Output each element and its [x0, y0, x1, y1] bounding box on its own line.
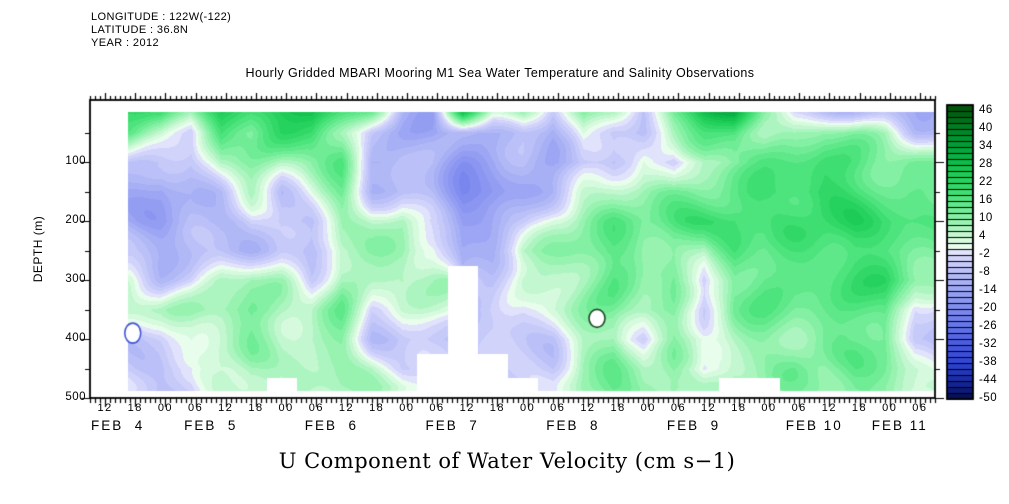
x-hour-tick-label: 12	[821, 402, 837, 414]
x-hour-tick-label: 00	[761, 402, 777, 414]
x-hour-tick-label: 12	[338, 402, 355, 414]
x-hour-tick-label: 18	[248, 402, 264, 414]
x-date-label: FEB 4	[91, 418, 145, 433]
header-latitude: LATITUDE : 36.8N	[91, 24, 189, 36]
colorbar-label: -2	[979, 248, 991, 260]
colorbar-label: -44	[979, 374, 998, 386]
y-tick-label: 500	[65, 391, 86, 403]
colorbar-label: -26	[979, 320, 998, 332]
x-date-label: FEB 11	[871, 418, 928, 433]
x-hour-tick-label: 18	[851, 402, 868, 414]
x-hour-tick-label: 06	[550, 402, 566, 414]
x-hour-tick-label: 12	[459, 402, 475, 414]
x-date-label: FEB 9	[666, 418, 721, 433]
colorbar-label: 40	[979, 122, 993, 134]
x-hour-tick-label: 18	[369, 402, 385, 414]
x-hour-tick-label: 06	[670, 402, 687, 414]
x-hour-tick-label: 00	[399, 402, 415, 414]
x-date-label: FEB 7	[425, 418, 479, 433]
x-hour-tick-label: 06	[791, 402, 807, 414]
colorbar-label: -8	[979, 266, 991, 278]
y-tick-label: 200	[65, 214, 86, 226]
x-hour-tick-label: 00	[640, 402, 656, 414]
colorbar-label: -32	[979, 338, 998, 350]
x-hour-tick-label: 18	[731, 402, 747, 414]
x-axis-variable-title: U Component of Water Velocity (cm s−1)	[278, 449, 736, 473]
header-year: YEAR : 2012	[91, 37, 159, 49]
y-axis-title: DEPTH (m)	[31, 215, 45, 283]
colorbar-label: -20	[979, 302, 998, 314]
colorbar-label: 46	[979, 104, 993, 116]
x-hour-tick-label: 06	[429, 402, 445, 414]
x-date-label: FEB 8	[546, 418, 600, 433]
x-hour-tick-label: 00	[519, 402, 536, 414]
x-hour-tick-label: 12	[97, 402, 113, 414]
colorbar-label: 4	[979, 230, 986, 242]
colorbar-label: -50	[979, 392, 998, 404]
x-hour-tick-label: 00	[157, 402, 174, 414]
x-date-label: FEB 10	[785, 418, 843, 433]
colorbar-label: 16	[979, 194, 993, 206]
y-tick-label: 300	[65, 273, 86, 285]
x-hour-tick-label: 12	[580, 402, 596, 414]
x-hour-tick-label: 00	[882, 402, 898, 414]
colorbar-label: 22	[979, 176, 993, 188]
x-hour-tick-label: 12	[218, 402, 234, 414]
colorbar-label: 28	[979, 158, 993, 170]
header-longitude: LONGITUDE : 122W(-122)	[91, 11, 232, 23]
x-date-label: FEB 5	[184, 418, 238, 433]
colorbar-label: -14	[979, 284, 998, 296]
x-date-label: FEB 6	[304, 418, 359, 433]
plot-title: Hourly Gridded MBARI Mooring M1 Sea Wate…	[245, 66, 755, 80]
colorbar-label: -38	[979, 356, 998, 368]
x-hour-tick-label: 18	[127, 402, 143, 414]
x-hour-tick-label: 18	[610, 402, 626, 414]
x-hour-tick-label: 06	[308, 402, 324, 414]
colorbar-label: 34	[979, 140, 993, 152]
y-tick-label: 100	[65, 155, 86, 167]
colorbar-label: 10	[979, 212, 993, 224]
x-hour-tick-label: 06	[912, 402, 928, 414]
x-hour-tick-label: 12	[701, 402, 717, 414]
x-hour-tick-label: 06	[188, 402, 204, 414]
x-hour-tick-label: 18	[489, 402, 506, 414]
y-tick-label: 400	[65, 332, 86, 344]
x-hour-tick-label: 00	[278, 402, 294, 414]
